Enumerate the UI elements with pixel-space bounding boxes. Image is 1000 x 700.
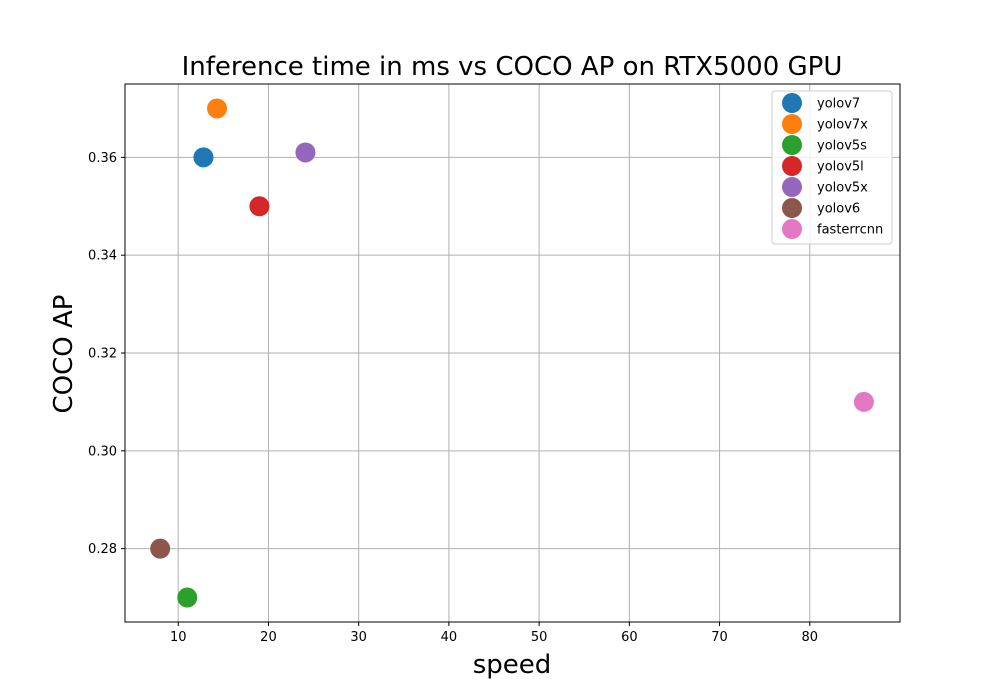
y-tick-label: 0.34 [88,249,117,264]
legend-label-yolov5s: yolov5s [817,139,867,154]
axes: 10 20 30 40 50 60 70 80 0.28 0.30 0.32 0.34 0.36 [88,83,901,645]
x-tick-label: 50 [531,630,548,645]
legend-marker-fasterrcnn [782,219,802,239]
y-tick-label: 0.28 [88,542,117,557]
x-tick-label: 40 [441,630,458,645]
legend-label-yolov5x: yolov5x [817,181,868,196]
point-yolov6 [150,538,171,559]
point-yolov7x [207,98,228,119]
legend-label-yolov7x: yolov7x [817,118,868,133]
legend-marker-yolov5l [782,156,802,176]
x-axis-label: speed [473,650,552,680]
point-yolov5l [249,196,270,217]
legend-marker-yolov7 [782,93,802,113]
y-tick-label: 0.36 [88,151,117,166]
point-yolov5s [177,587,198,608]
legend-label-yolov6: yolov6 [817,202,860,217]
legend-label-yolov7: yolov7 [817,97,860,112]
y-axis-label: COCO AP [49,295,79,414]
legend-box [771,90,893,245]
legend-marker-yolov5s [782,135,802,155]
point-yolov5x [295,142,316,163]
legend-label-yolov5l: yolov5l [817,160,864,175]
x-tick-label: 70 [711,630,728,645]
y-tick-label: 0.32 [88,347,117,362]
legend-label-fasterrcnn: fasterrcnn [817,223,883,238]
x-tick-label: 30 [350,630,367,645]
legend-marker-yolov5x [782,177,802,197]
legend-marker-yolov7x [782,114,802,134]
data-points [150,98,874,608]
y-tick-label: 0.30 [88,444,117,459]
plot-frame [124,83,901,623]
legend: yolov7 yolov7x yolov5s yolov5l yolov5x yolov6… [771,90,893,245]
legend-marker-yolov6 [782,198,802,218]
x-tick-label: 80 [802,630,819,645]
x-tick-label: 10 [170,630,187,645]
chart-title: Inference time in ms vs COCO AP on RTX50… [182,52,843,82]
point-fasterrcnn [853,391,874,412]
x-tick-label: 20 [260,630,277,645]
point-yolov7 [193,147,214,168]
x-tick-label: 60 [621,630,638,645]
